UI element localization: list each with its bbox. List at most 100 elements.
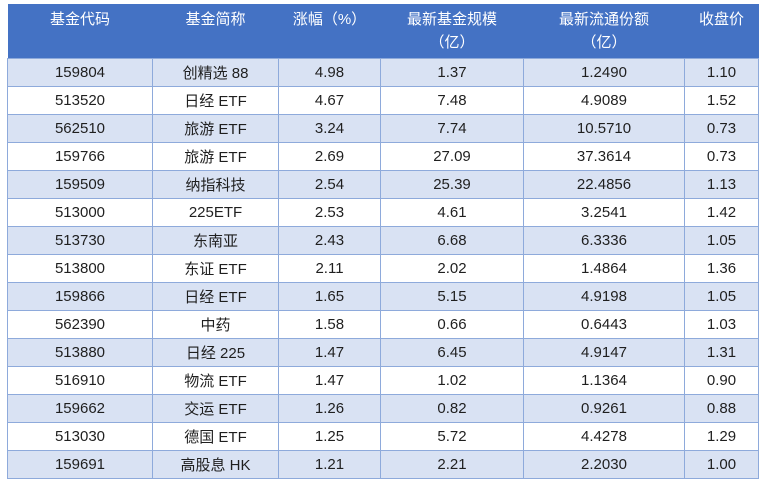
cell-fund-size: 7.48 <box>380 86 524 115</box>
cell-change-pct: 2.54 <box>278 170 381 199</box>
cell-close-price: 1.05 <box>684 282 759 311</box>
cell-close-price: 1.29 <box>684 422 759 451</box>
cell-change-pct: 1.26 <box>278 394 381 423</box>
cell-circulating-shares: 22.4856 <box>523 170 685 199</box>
cell-close-price: 1.31 <box>684 338 759 367</box>
cell-fund-code: 159804 <box>7 58 153 87</box>
header-label-fund-size: 最新基金规模 <box>406 11 497 28</box>
cell-fund-size: 6.68 <box>380 226 524 255</box>
cell-close-price: 0.88 <box>684 394 759 423</box>
cell-fund-name: 旅游 ETF <box>152 142 279 171</box>
cell-change-pct: 1.58 <box>278 310 381 339</box>
cell-fund-size: 7.74 <box>380 114 524 143</box>
cell-circulating-shares: 4.4278 <box>523 422 685 451</box>
column-header-change-pct: 涨幅（%） <box>278 4 381 59</box>
cell-circulating-shares: 0.6443 <box>523 310 685 339</box>
header-label-fund-code: 基金代码 <box>49 11 110 28</box>
table-header: 基金代码 基金简称 涨幅（%） 最新基金规模 （亿） 最新流通份额 （亿） 收盘价 <box>7 4 759 59</box>
cell-fund-size: 0.82 <box>380 394 524 423</box>
cell-fund-name: 德国 ETF <box>152 422 279 451</box>
cell-fund-code: 562510 <box>7 114 153 143</box>
fund-table: 基金代码 基金简称 涨幅（%） 最新基金规模 （亿） 最新流通份额 （亿） 收盘价 <box>7 4 759 479</box>
column-header-fund-code: 基金代码 <box>7 4 153 59</box>
cell-fund-code: 513730 <box>7 226 153 255</box>
header-label-circulating-shares: 最新流通份额 <box>558 11 649 28</box>
cell-fund-size: 2.02 <box>380 254 524 283</box>
cell-fund-code: 516910 <box>7 366 153 395</box>
table-row: 562510 旅游 ETF 3.24 7.74 10.5710 0.73 <box>7 114 759 143</box>
column-header-circulating-shares: 最新流通份额 （亿） <box>523 4 685 59</box>
cell-circulating-shares: 10.5710 <box>523 114 685 143</box>
cell-change-pct: 1.65 <box>278 282 381 311</box>
cell-fund-code: 513030 <box>7 422 153 451</box>
cell-circulating-shares: 1.1364 <box>523 366 685 395</box>
cell-fund-size: 27.09 <box>380 142 524 171</box>
cell-circulating-shares: 37.3614 <box>523 142 685 171</box>
cell-circulating-shares: 1.2490 <box>523 58 685 87</box>
cell-close-price: 0.73 <box>684 114 759 143</box>
cell-fund-name: 日经 225 <box>152 338 279 367</box>
table-row: 159866 日经 ETF 1.65 5.15 4.9198 1.05 <box>7 282 759 311</box>
cell-fund-size: 2.21 <box>380 450 524 479</box>
header-label-circulating-shares-line2: （亿） <box>581 34 627 51</box>
cell-fund-code: 513800 <box>7 254 153 283</box>
cell-fund-size: 0.66 <box>380 310 524 339</box>
cell-close-price: 1.03 <box>684 310 759 339</box>
cell-close-price: 0.73 <box>684 142 759 171</box>
cell-fund-name: 中药 <box>152 310 279 339</box>
cell-fund-code: 159691 <box>7 450 153 479</box>
cell-fund-name: 日经 ETF <box>152 282 279 311</box>
cell-change-pct: 4.98 <box>278 58 381 87</box>
cell-close-price: 1.13 <box>684 170 759 199</box>
table-row: 159691 高股息 HK 1.21 2.21 2.2030 1.00 <box>7 450 759 479</box>
table-body: 159804 创精选 88 4.98 1.37 1.2490 1.10 5135… <box>7 58 759 479</box>
cell-fund-size: 5.15 <box>380 282 524 311</box>
table-row: 159766 旅游 ETF 2.69 27.09 37.3614 0.73 <box>7 142 759 171</box>
cell-fund-name: 交运 ETF <box>152 394 279 423</box>
cell-close-price: 1.05 <box>684 226 759 255</box>
table-row: 513800 东证 ETF 2.11 2.02 1.4864 1.36 <box>7 254 759 283</box>
cell-circulating-shares: 4.9089 <box>523 86 685 115</box>
cell-fund-size: 5.72 <box>380 422 524 451</box>
column-header-fund-name: 基金简称 <box>152 4 279 59</box>
table-row: 159509 纳指科技 2.54 25.39 22.4856 1.13 <box>7 170 759 199</box>
table-row: 159662 交运 ETF 1.26 0.82 0.9261 0.88 <box>7 394 759 423</box>
header-label-fund-size-line2: （亿） <box>429 34 475 51</box>
cell-fund-code: 513000 <box>7 198 153 227</box>
cell-circulating-shares: 6.3336 <box>523 226 685 255</box>
cell-fund-name: 日经 ETF <box>152 86 279 115</box>
table-row: 159804 创精选 88 4.98 1.37 1.2490 1.10 <box>7 58 759 87</box>
cell-circulating-shares: 2.2030 <box>523 450 685 479</box>
cell-fund-code: 159866 <box>7 282 153 311</box>
table-row: 513030 德国 ETF 1.25 5.72 4.4278 1.29 <box>7 422 759 451</box>
cell-change-pct: 3.24 <box>278 114 381 143</box>
cell-fund-name: 东南亚 <box>152 226 279 255</box>
column-header-fund-size: 最新基金规模 （亿） <box>380 4 524 59</box>
cell-fund-code: 159509 <box>7 170 153 199</box>
cell-fund-size: 4.61 <box>380 198 524 227</box>
cell-change-pct: 2.11 <box>278 254 381 283</box>
cell-fund-size: 6.45 <box>380 338 524 367</box>
cell-close-price: 1.10 <box>684 58 759 87</box>
cell-fund-code: 513880 <box>7 338 153 367</box>
table-row: 516910 物流 ETF 1.47 1.02 1.1364 0.90 <box>7 366 759 395</box>
cell-close-price: 1.52 <box>684 86 759 115</box>
cell-change-pct: 2.69 <box>278 142 381 171</box>
cell-close-price: 1.00 <box>684 450 759 479</box>
cell-fund-code: 159766 <box>7 142 153 171</box>
cell-fund-size: 1.37 <box>380 58 524 87</box>
cell-fund-name: 物流 ETF <box>152 366 279 395</box>
cell-fund-name: 纳指科技 <box>152 170 279 199</box>
cell-circulating-shares: 3.2541 <box>523 198 685 227</box>
cell-fund-name: 创精选 88 <box>152 58 279 87</box>
cell-change-pct: 2.53 <box>278 198 381 227</box>
cell-fund-name: 高股息 HK <box>152 450 279 479</box>
cell-fund-code: 159662 <box>7 394 153 423</box>
cell-close-price: 1.42 <box>684 198 759 227</box>
header-label-fund-name: 基金简称 <box>185 11 246 28</box>
cell-fund-code: 562390 <box>7 310 153 339</box>
header-label-change-pct: 涨幅（%） <box>292 11 367 28</box>
cell-fund-code: 513520 <box>7 86 153 115</box>
column-header-close-price: 收盘价 <box>684 4 759 59</box>
